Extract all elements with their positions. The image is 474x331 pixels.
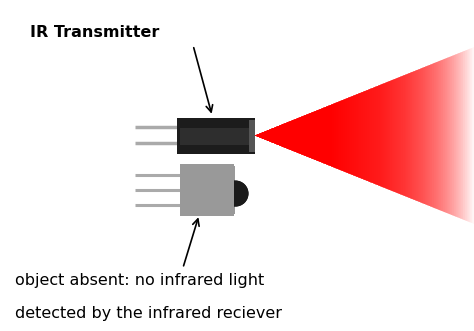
- Polygon shape: [255, 125, 308, 146]
- Bar: [180, 128, 250, 145]
- Polygon shape: [255, 122, 326, 149]
- Text: IR Transmitter: IR Transmitter: [30, 25, 159, 40]
- Bar: [177, 118, 255, 154]
- Polygon shape: [255, 121, 330, 150]
- Polygon shape: [255, 122, 322, 149]
- Circle shape: [222, 180, 248, 207]
- Polygon shape: [255, 133, 270, 138]
- Bar: [180, 164, 235, 216]
- Polygon shape: [255, 127, 296, 144]
- Polygon shape: [255, 131, 277, 140]
- Polygon shape: [255, 130, 281, 141]
- Polygon shape: [255, 133, 266, 138]
- Polygon shape: [255, 124, 315, 147]
- Polygon shape: [255, 126, 304, 145]
- Polygon shape: [255, 128, 292, 143]
- Text: detected by the infrared reciever: detected by the infrared reciever: [15, 306, 282, 321]
- Polygon shape: [255, 132, 274, 139]
- Polygon shape: [255, 134, 263, 137]
- Polygon shape: [255, 130, 285, 141]
- Polygon shape: [255, 127, 300, 144]
- Polygon shape: [255, 124, 311, 146]
- Text: object absent: no infrared light: object absent: no infrared light: [15, 273, 264, 289]
- Circle shape: [222, 180, 248, 207]
- Bar: [249, 119, 255, 152]
- Polygon shape: [255, 129, 289, 142]
- Bar: [180, 166, 235, 213]
- Polygon shape: [255, 135, 259, 136]
- Polygon shape: [255, 123, 319, 148]
